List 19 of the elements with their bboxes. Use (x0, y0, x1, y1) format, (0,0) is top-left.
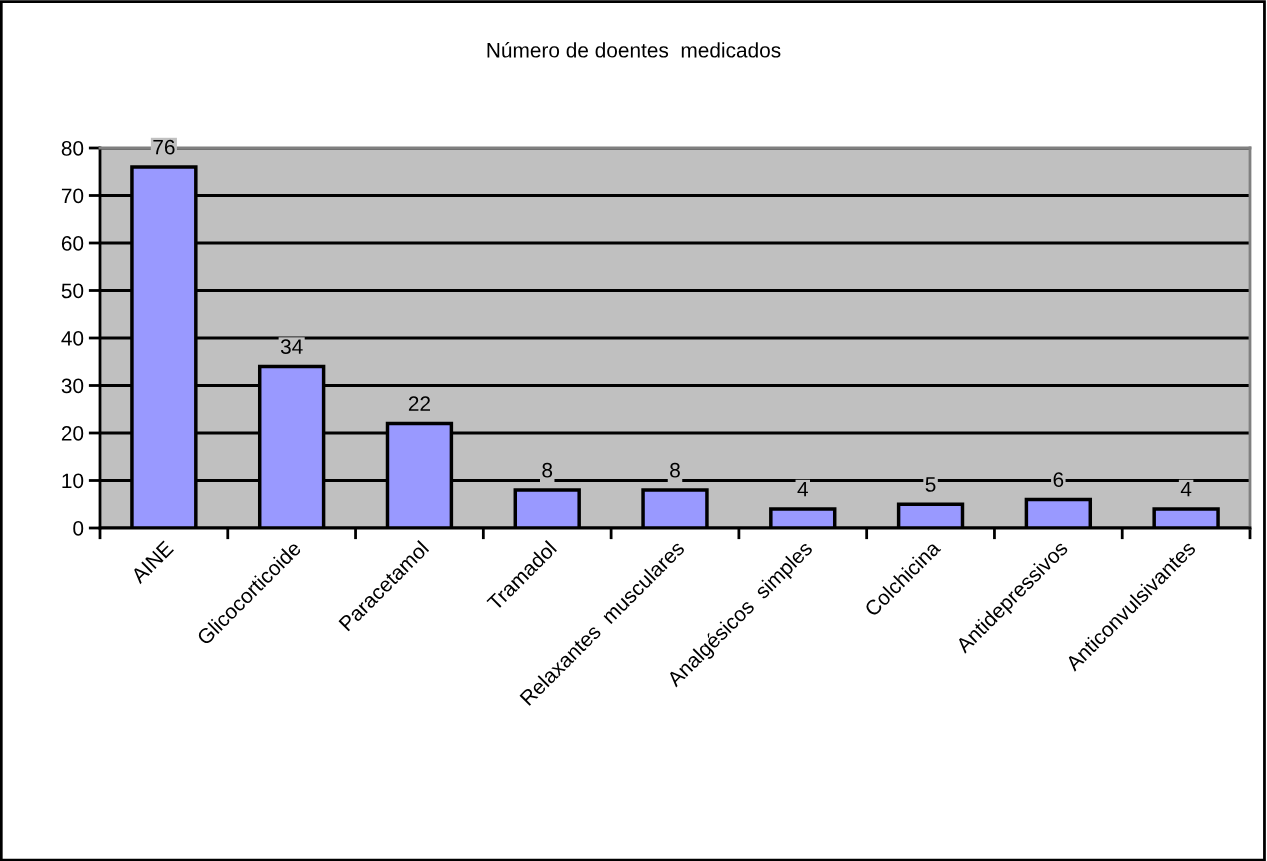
data-label: 4 (1180, 482, 1192, 497)
y-tick-label: 10 (62, 473, 84, 489)
data-label: 8 (670, 462, 680, 478)
data-label: 6 (1053, 472, 1064, 488)
y-tick-label: 70 (61, 188, 84, 204)
y-tick-label: 30 (61, 378, 84, 394)
y-tick-label: 0 (73, 521, 84, 536)
data-label: 34 (280, 339, 303, 355)
data-label: 5 (925, 477, 936, 492)
y-tick-label: 60 (61, 236, 84, 251)
data-label: 4 (797, 482, 808, 497)
chart-title: Número de doentes medicados (487, 42, 781, 58)
data-label: 22 (408, 396, 430, 411)
data-label: 8 (542, 462, 553, 478)
y-tick-label: 80 (61, 141, 84, 156)
data-label: 76 (153, 139, 175, 155)
y-tick-label: 40 (61, 331, 84, 346)
y-tick-label: 20 (61, 426, 84, 441)
y-tick-label: 50 (61, 283, 84, 299)
